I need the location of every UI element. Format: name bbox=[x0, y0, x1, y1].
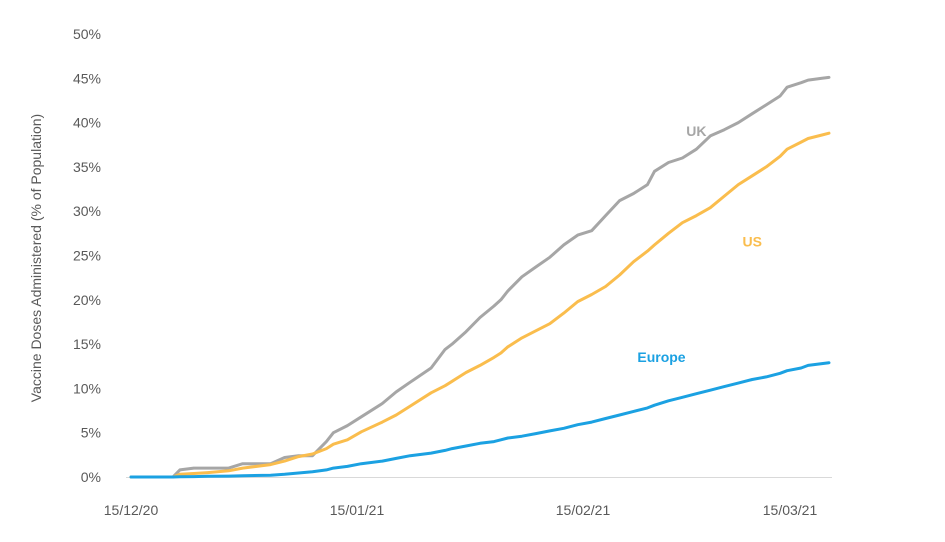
y-tick-label: 20% bbox=[73, 292, 101, 308]
x-tick-label: 15/12/20 bbox=[104, 502, 159, 518]
x-tick-label: 15/01/21 bbox=[330, 502, 385, 518]
y-tick-label: 50% bbox=[73, 26, 101, 42]
series-line-europe bbox=[129, 361, 831, 479]
y-tick-label: 45% bbox=[73, 70, 101, 86]
y-axis-ticks: 0% 5% 10% 15% 20% 25% 30% 35% 40% 45% 50% bbox=[73, 26, 101, 485]
y-tick-label: 40% bbox=[73, 115, 101, 131]
y-tick-label: 10% bbox=[73, 380, 101, 396]
y-axis-label: Vaccine Doses Administered (% of Populat… bbox=[28, 114, 44, 402]
x-tick-label: 15/02/21 bbox=[556, 502, 611, 518]
series-label-us: US bbox=[742, 234, 761, 250]
series-label-europe: Europe bbox=[637, 349, 685, 365]
series-line-uk bbox=[129, 75, 831, 479]
series-labels: UK US Europe bbox=[637, 123, 762, 365]
y-tick-label: 0% bbox=[81, 469, 101, 485]
series-lines bbox=[129, 75, 831, 479]
y-tick-label: 30% bbox=[73, 203, 101, 219]
y-tick-label: 25% bbox=[73, 248, 101, 264]
x-tick-label: 15/03/21 bbox=[763, 502, 818, 518]
y-tick-label: 5% bbox=[81, 425, 101, 441]
y-tick-label: 15% bbox=[73, 336, 101, 352]
series-line-us bbox=[129, 131, 831, 479]
y-tick-label: 35% bbox=[73, 159, 101, 175]
series-label-uk: UK bbox=[686, 123, 706, 139]
x-axis-ticks: 15/12/20 15/01/21 15/02/21 15/03/21 bbox=[104, 502, 818, 518]
